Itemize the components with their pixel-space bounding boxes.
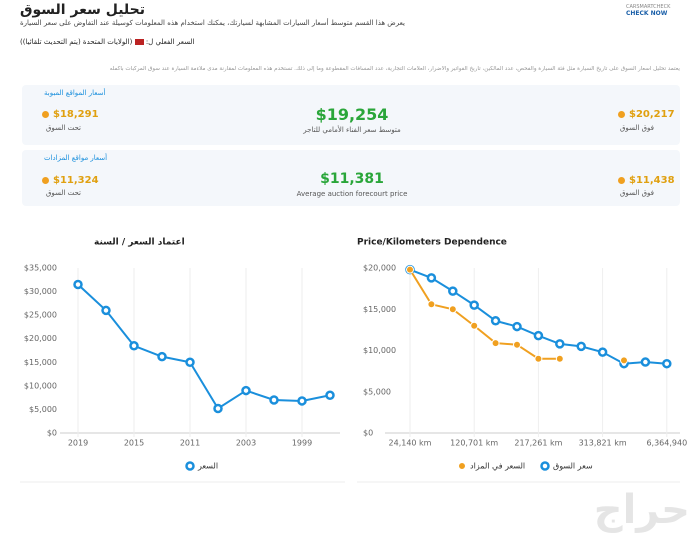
legend-marker [458, 462, 466, 470]
watermark: حراج [594, 487, 690, 533]
point [469, 300, 479, 310]
legend-label: السعر [197, 462, 218, 471]
high-value: $11,438 [629, 175, 675, 186]
x-tick-label: 2019 [68, 439, 88, 448]
point [491, 339, 500, 348]
point [185, 357, 195, 368]
location-label: السعر الفعلي ل: [145, 38, 195, 46]
y-tick-label: $25,000 [24, 311, 57, 320]
x-tick-label: 2015 [124, 439, 144, 448]
point [533, 330, 544, 341]
point [620, 356, 628, 365]
series-line [77, 283, 331, 410]
legend-marker [185, 461, 195, 471]
y-tick-label: $35,000 [24, 264, 57, 273]
y-tick-label: $20,000 [24, 334, 57, 343]
point [101, 305, 111, 316]
point [157, 351, 167, 362]
y-tick-label: $30,000 [24, 287, 57, 296]
y-tick-label: $0 [47, 429, 57, 438]
legend-label: السعر في المزاد [470, 462, 525, 471]
low-value: $18,291 [53, 109, 99, 120]
y-tick-label: $5,000 [363, 387, 391, 396]
mid-label: متوسط سعر الفناء الأمامي للتاجر [303, 126, 401, 134]
logo[interactable]: CHECK NOW [626, 10, 668, 17]
subtitle: يعرض هذا القسم متوسط أسعار السيارات المش… [20, 19, 405, 27]
point [470, 321, 479, 330]
high-price: $20,217 [614, 109, 675, 120]
y-tick-label: $10,000 [24, 381, 57, 390]
legend-label: سعر السوق [553, 462, 593, 471]
y-tick-label: $0 [363, 429, 373, 438]
point [555, 354, 564, 363]
card: أسعار مواقع المزادات $11,324 تحت السوق $… [22, 150, 680, 206]
y-tick-label: $20,000 [363, 264, 396, 273]
point [129, 341, 139, 351]
location-value: (الولايات المتحدة (يتم التحديث تلقائيا)) [20, 38, 133, 46]
description: يعتمد تحليل أسعار السوق على تاريخ السيار… [109, 66, 680, 72]
legend-marker [540, 461, 550, 471]
low-price: $11,324 [38, 175, 99, 186]
point [448, 305, 457, 314]
point [490, 316, 501, 326]
high-label: فوق السوق [620, 124, 654, 132]
point [662, 358, 672, 369]
card: أسعار المواقع المبوبة $18,291 تحت السوق … [22, 85, 680, 145]
point [297, 396, 307, 406]
point [555, 339, 565, 349]
low-value: $11,324 [53, 175, 99, 186]
x-tick-label: 24,140 km [389, 439, 432, 448]
high-label: فوق السوق [620, 189, 654, 197]
card-title: أسعار المواقع المبوبة [44, 89, 106, 97]
mid-value: $11,381 [320, 171, 384, 187]
x-tick-label: 2011 [180, 439, 200, 448]
high-value: $20,217 [629, 109, 675, 120]
point [213, 403, 223, 414]
point [512, 321, 522, 332]
point [269, 395, 279, 405]
point [448, 286, 458, 296]
flag [134, 39, 144, 45]
low-price: $18,291 [38, 109, 99, 120]
y-tick-label: $10,000 [363, 346, 396, 355]
chart-title: اعتماد السعر / السنة [94, 238, 185, 248]
chart-title: Price/Kilometers Dependence [357, 238, 507, 248]
y-tick-label: $15,000 [363, 305, 396, 314]
point [427, 300, 436, 309]
location: (الولايات المتحدة (يتم التحديث تلقائيا))… [20, 38, 194, 46]
x-tick-label: 2003 [236, 439, 256, 448]
x-tick-label: 217,261 km [514, 439, 562, 448]
high-price: $11,438 [614, 175, 675, 186]
x-tick-label: 120,701 km [450, 439, 498, 448]
logo-top: CARSMARTCHECK [626, 4, 671, 10]
low-label: تحت السوق [46, 189, 81, 197]
point [576, 341, 586, 352]
x-tick-label: 313,821 km [579, 439, 627, 448]
point [640, 357, 651, 367]
point [406, 265, 414, 274]
point [513, 340, 521, 349]
y-tick-label: $5,000 [29, 405, 57, 414]
x-tick-label: 1999 [292, 439, 312, 448]
low-label: تحت السوق [46, 124, 81, 132]
point [597, 347, 608, 357]
x-tick-label: 6,364,940 [646, 439, 687, 448]
point [426, 273, 437, 283]
point [241, 385, 251, 396]
mid-label: Average auction forecourt price [296, 190, 408, 198]
point [534, 354, 543, 363]
mid-value: $19,254 [315, 105, 389, 124]
card-title: أسعار مواقع المزادات [44, 154, 108, 162]
point [325, 390, 335, 401]
title: تحليل سعر السوق [20, 2, 145, 18]
point [73, 279, 83, 290]
y-tick-label: $15,000 [24, 358, 57, 367]
